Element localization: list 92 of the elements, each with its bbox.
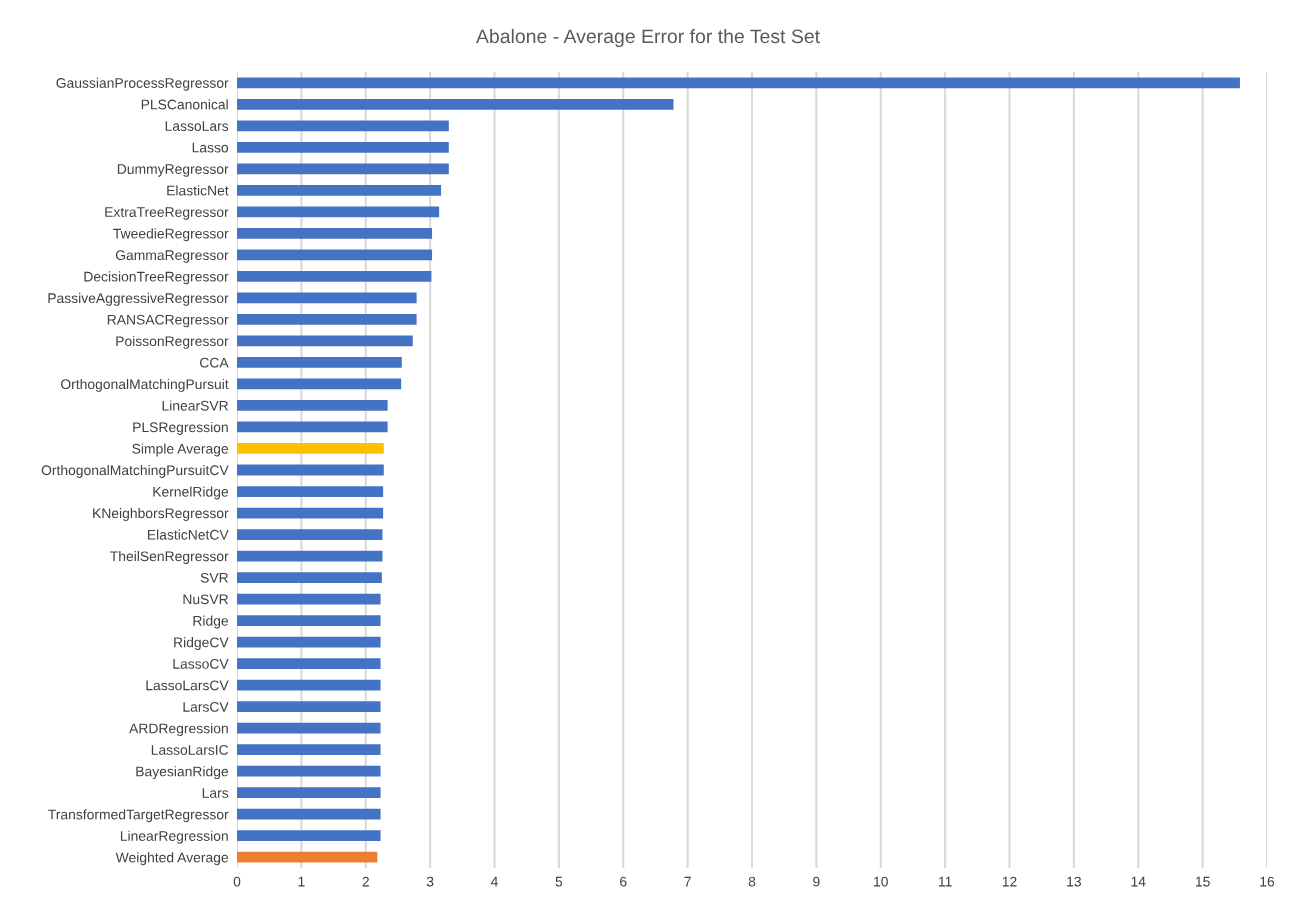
y-tick-label: PLSCanonical bbox=[141, 99, 228, 110]
x-tick-label: 1 bbox=[298, 876, 305, 887]
x-tick-label: 8 bbox=[748, 876, 756, 887]
x-tick-label: 5 bbox=[555, 876, 563, 887]
bar bbox=[237, 443, 384, 454]
bar bbox=[237, 184, 442, 196]
y-tick-label: SVR bbox=[200, 572, 229, 583]
bar bbox=[237, 851, 378, 863]
y-tick-label: OrthogonalMatchingPursuit bbox=[61, 378, 229, 392]
bar bbox=[237, 679, 381, 691]
y-tick-label: RidgeCV bbox=[174, 637, 229, 651]
x-tick-label: 16 bbox=[1260, 876, 1275, 887]
y-tick-label: ARDRegression bbox=[129, 723, 228, 737]
y-tick-label: Weighted Average bbox=[115, 852, 229, 866]
y-tick-label: ElasticNetCV bbox=[147, 529, 229, 540]
y-tick-label: TweedieRegressor bbox=[113, 228, 229, 242]
y-tick-label: LassoCV bbox=[173, 658, 229, 669]
bar bbox=[237, 808, 381, 820]
y-tick-label: Ridge bbox=[193, 615, 229, 629]
y-tick-label: GammaRegressor bbox=[115, 250, 229, 263]
y-tick-label: PoissonRegressor bbox=[116, 335, 229, 349]
bar bbox=[237, 464, 384, 476]
y-tick-label: Lasso bbox=[192, 142, 229, 153]
x-tick-label: 7 bbox=[684, 876, 691, 887]
y-tick-label: GaussianProcessRegressor bbox=[56, 77, 229, 91]
y-tick-label: ElasticNet bbox=[167, 185, 229, 196]
x-tick-label: 12 bbox=[1002, 876, 1017, 887]
bar bbox=[237, 744, 381, 756]
bar bbox=[237, 271, 432, 282]
x-tick-label: 14 bbox=[1131, 876, 1146, 887]
y-tick-label: Simple Average bbox=[132, 443, 229, 457]
y-tick-label: LassoLarsCV bbox=[146, 680, 229, 691]
bar bbox=[237, 400, 388, 411]
y-tick-label: Lars bbox=[202, 788, 229, 798]
x-tick-label: 3 bbox=[426, 876, 434, 887]
bar bbox=[237, 593, 381, 605]
y-tick-label: PassiveAggressiveRegressor bbox=[48, 292, 229, 306]
bar bbox=[237, 529, 383, 540]
bar bbox=[237, 314, 417, 325]
chart-title: Abalone - Average Error for the Test Set bbox=[476, 28, 820, 48]
bar bbox=[237, 421, 388, 433]
y-tick-label: KNeighborsRegressor bbox=[93, 507, 229, 521]
x-tick-label: 13 bbox=[1067, 876, 1081, 887]
y-tick-label: TheilSenRegressor bbox=[110, 551, 229, 564]
bar bbox=[237, 335, 413, 347]
bar bbox=[237, 77, 1240, 89]
bar bbox=[237, 572, 382, 583]
x-tick-label: 4 bbox=[490, 876, 498, 887]
x-tick-label: 6 bbox=[620, 876, 627, 887]
y-tick-label: BayesianRidge bbox=[136, 766, 229, 780]
bar bbox=[237, 550, 383, 562]
bar bbox=[237, 357, 402, 368]
x-tick-label: 2 bbox=[362, 876, 369, 887]
y-tick-label: RANSACRegressor bbox=[107, 314, 229, 328]
y-tick-label: ExtraTreeRegressor bbox=[105, 207, 229, 220]
y-tick-label: DecisionTreeRegressor bbox=[84, 271, 229, 285]
y-tick-label: OrthogonalMatchingPursuitCV bbox=[41, 464, 229, 478]
x-tick-label: 11 bbox=[938, 876, 952, 887]
bar bbox=[237, 636, 381, 648]
x-tick-label: 15 bbox=[1195, 876, 1210, 887]
y-tick-label: PLSRegression bbox=[133, 421, 228, 435]
y-tick-label: LassoLarsIC bbox=[151, 745, 229, 755]
bar bbox=[237, 227, 433, 239]
bar bbox=[237, 658, 381, 669]
bar bbox=[237, 830, 381, 842]
bar bbox=[237, 507, 384, 519]
y-tick-label: DummyRegressor bbox=[117, 164, 229, 177]
bar bbox=[237, 206, 440, 218]
bar bbox=[237, 765, 381, 777]
bar bbox=[237, 98, 674, 110]
y-tick-label: LassoLars bbox=[165, 121, 229, 131]
y-tick-label: LarsCV bbox=[183, 701, 229, 712]
y-tick-label: LinearRegression bbox=[120, 830, 228, 844]
bar bbox=[237, 249, 433, 261]
bar bbox=[237, 120, 449, 132]
bar bbox=[237, 378, 402, 390]
x-tick-label: 0 bbox=[233, 876, 241, 887]
x-tick-label: 9 bbox=[813, 876, 820, 887]
bar bbox=[237, 787, 381, 799]
bar bbox=[237, 701, 381, 713]
y-tick-label: KernelRidge bbox=[153, 486, 229, 500]
y-tick-label: CCA bbox=[200, 357, 229, 368]
bar bbox=[237, 141, 449, 153]
x-tick-label: 10 bbox=[874, 876, 888, 887]
bar bbox=[237, 722, 381, 734]
y-tick-label: LinearSVR bbox=[162, 400, 229, 411]
y-tick-label: NuSVR bbox=[183, 594, 229, 605]
y-tick-label: TransformedTargetRegressor bbox=[48, 809, 229, 823]
bar bbox=[237, 163, 449, 175]
bar bbox=[237, 292, 417, 304]
bar bbox=[237, 486, 384, 497]
bar bbox=[237, 615, 381, 626]
